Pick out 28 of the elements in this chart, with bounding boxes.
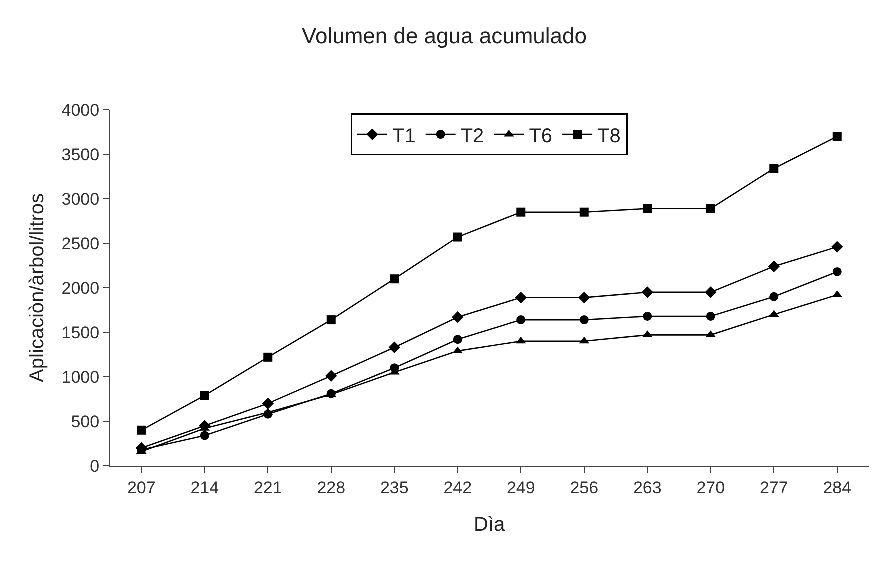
y-tick-label: 2000	[62, 278, 100, 298]
y-axis-title: Aplicaciòn/àrbol/litros	[26, 194, 48, 382]
y-tick-label: 1000	[62, 368, 100, 387]
chart-title: Volumen de agua acumulado	[302, 24, 587, 49]
y-tick-label: 1500	[62, 323, 100, 342]
x-tick-label: 270	[696, 478, 726, 498]
y-tick-label: 3000	[62, 190, 100, 209]
legend-label: T1	[392, 125, 416, 148]
legend-label: T8	[598, 125, 621, 148]
x-tick-label: 263	[633, 478, 662, 498]
y-tick-label: 3500	[62, 145, 100, 164]
x-tick-label: 221	[254, 478, 282, 498]
y-tick-label: 0	[90, 456, 100, 476]
x-axis-title: Dìa	[474, 514, 506, 536]
x-tick-label: 249	[506, 478, 536, 498]
x-tick-label: 235	[380, 478, 409, 498]
x-tick-label: 242	[444, 478, 472, 498]
x-tick-label: 207	[127, 478, 156, 498]
x-tick-label: 214	[190, 478, 220, 498]
x-tick-label: 256	[570, 478, 599, 498]
y-tick-label: 2500	[62, 234, 100, 254]
y-tick-label: 500	[71, 412, 100, 432]
legend-label: T2	[460, 125, 484, 148]
y-tick-label: 4000	[62, 100, 100, 120]
x-tick-label: 284	[823, 478, 852, 498]
x-tick-label: 228	[317, 478, 346, 498]
x-tick-label: 277	[760, 478, 788, 498]
legend-label: T6	[529, 125, 553, 148]
